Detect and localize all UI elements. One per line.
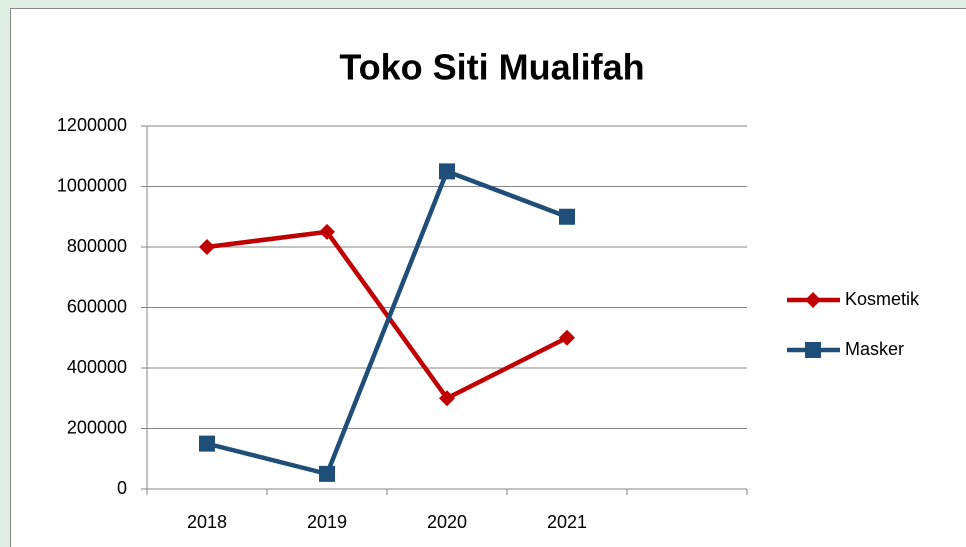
y-tick-label: 800000 <box>67 236 127 256</box>
legend-marker <box>805 342 821 358</box>
y-tick-label: 1200000 <box>57 115 127 135</box>
marker <box>559 329 575 346</box>
marker <box>439 390 455 407</box>
legend-label: Masker <box>845 339 904 359</box>
y-tick-label: 400000 <box>67 357 127 377</box>
marker <box>199 239 215 255</box>
chart-area <box>10 8 966 547</box>
x-tick-label: 2021 <box>547 512 587 532</box>
marker <box>199 435 215 452</box>
x-tick-label: 2019 <box>307 512 347 532</box>
y-tick-label: 600000 <box>67 296 127 316</box>
series-line <box>206 229 569 401</box>
x-tick-label: 2020 <box>427 512 467 532</box>
y-tick-label: 0 <box>117 478 127 498</box>
legend-marker <box>805 292 821 308</box>
marker <box>319 465 335 482</box>
series-line <box>206 169 568 477</box>
chart-title: Toko Siti Mualifah <box>339 47 644 88</box>
x-tick-label: 2018 <box>187 512 227 532</box>
marker <box>559 208 575 225</box>
y-tick-label: 200000 <box>67 417 127 437</box>
legend-label: Kosmetik <box>845 289 920 309</box>
marker <box>439 163 455 180</box>
y-tick-label: 1000000 <box>57 175 127 195</box>
marker <box>319 223 335 240</box>
